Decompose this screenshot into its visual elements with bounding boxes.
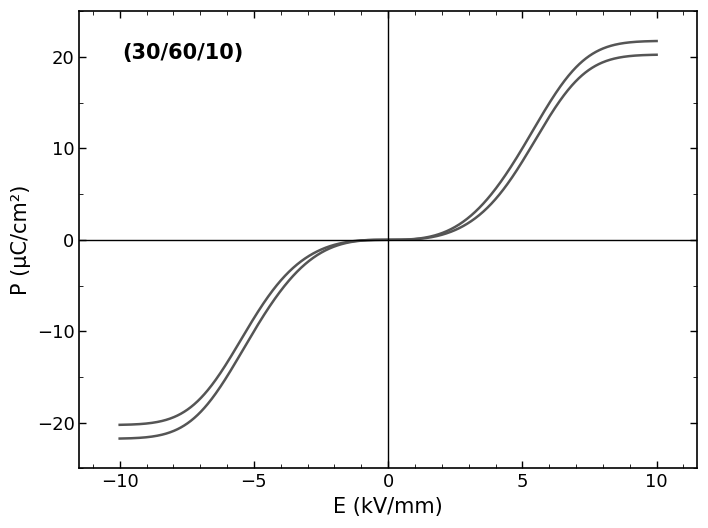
Y-axis label: P (μC/cm²): P (μC/cm²): [11, 185, 31, 295]
X-axis label: E (kV/mm): E (kV/mm): [333, 497, 443, 517]
Text: (30/60/10): (30/60/10): [122, 43, 244, 63]
